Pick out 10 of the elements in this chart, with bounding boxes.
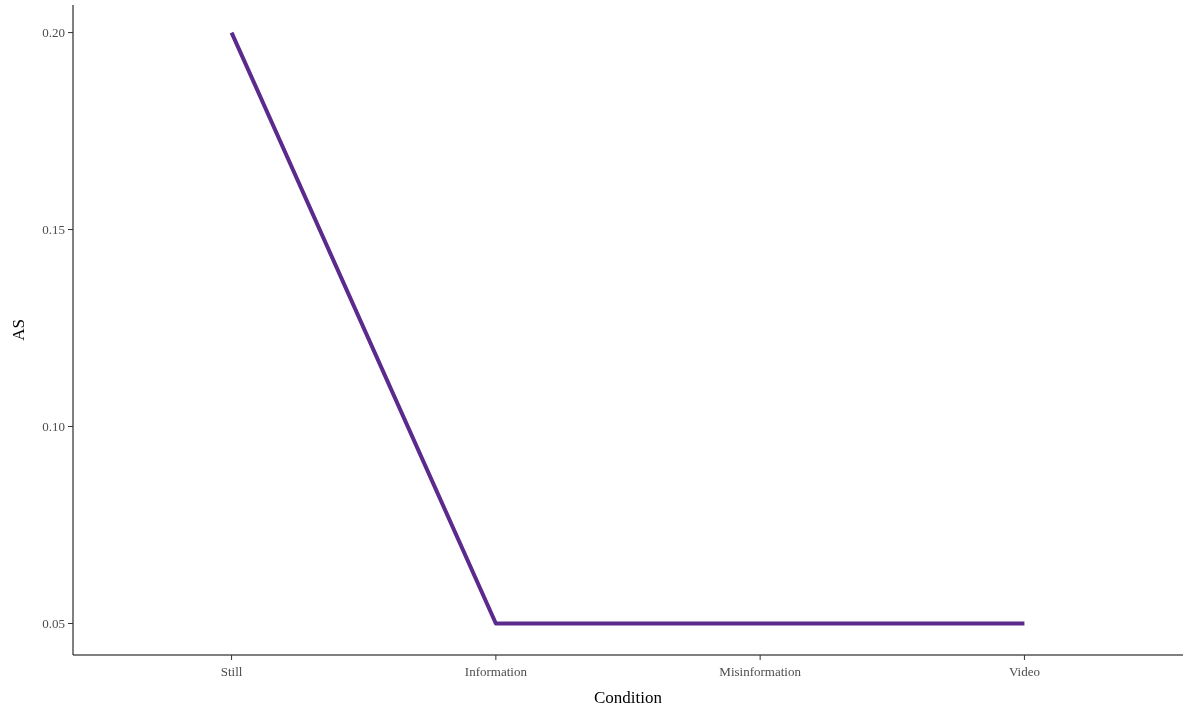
x-axis-title: Condition <box>593 688 663 707</box>
y-axis-title: AS <box>9 319 28 341</box>
y-tick-label: 0.20 <box>42 25 65 41</box>
y-tick-label: 0.10 <box>42 419 65 435</box>
x-tick-label: Still <box>220 664 243 679</box>
y-tick-label: 0.15 <box>42 222 65 238</box>
y-tick-label: 0.05 <box>42 616 65 632</box>
x-tick-label: Information <box>464 664 528 679</box>
x-tick-label: Misinformation <box>719 664 802 679</box>
x-tick-label: Video <box>1008 664 1040 679</box>
